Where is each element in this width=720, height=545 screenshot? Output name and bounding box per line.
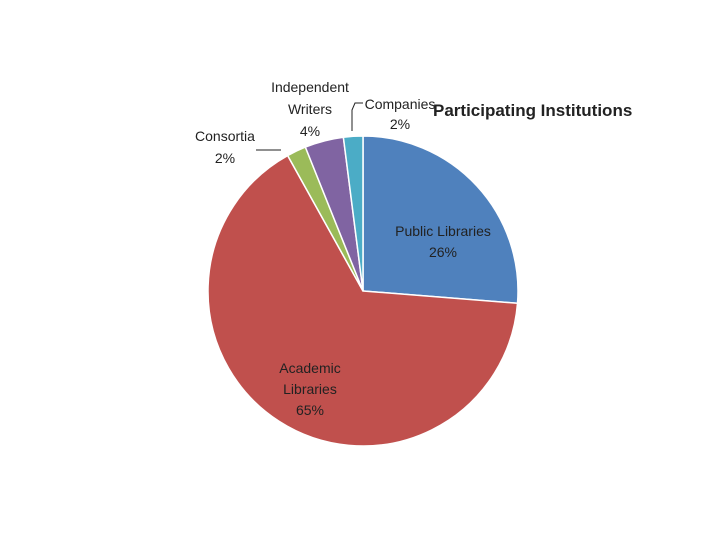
chart-title: Participating Institutions	[433, 101, 632, 120]
slice-academic-libraries	[207, 154, 519, 447]
slice-companies	[342, 135, 364, 292]
label-line: 26%	[429, 244, 457, 260]
label-independent-writers: Independent Writers 4%	[271, 79, 349, 139]
label-line: 2%	[215, 150, 235, 166]
label-companies: Companies 2%	[365, 96, 436, 132]
label-line: Writers	[288, 101, 332, 117]
label-public-libraries: Public Libraries 26%	[395, 223, 491, 260]
label-line: Independent	[271, 79, 349, 95]
label-academic-libraries: Academic Libraries 65%	[279, 360, 340, 418]
slice-public-libraries	[362, 135, 519, 305]
pie-slices	[207, 135, 519, 447]
label-consortia: Consortia 2%	[195, 128, 255, 166]
label-line: Libraries	[283, 381, 337, 397]
label-line: Companies	[365, 96, 436, 112]
label-line: 4%	[300, 123, 320, 139]
leader-lines	[256, 102, 363, 151]
label-line: Public Libraries	[395, 223, 491, 239]
leader-companies	[351, 102, 363, 131]
label-line: 65%	[296, 402, 324, 418]
label-line: Academic	[279, 360, 340, 376]
label-line: Consortia	[195, 128, 255, 144]
label-line: 2%	[390, 116, 410, 132]
slice-labels: Public Libraries 26% Academic Libraries 65% C…	[195, 79, 491, 418]
